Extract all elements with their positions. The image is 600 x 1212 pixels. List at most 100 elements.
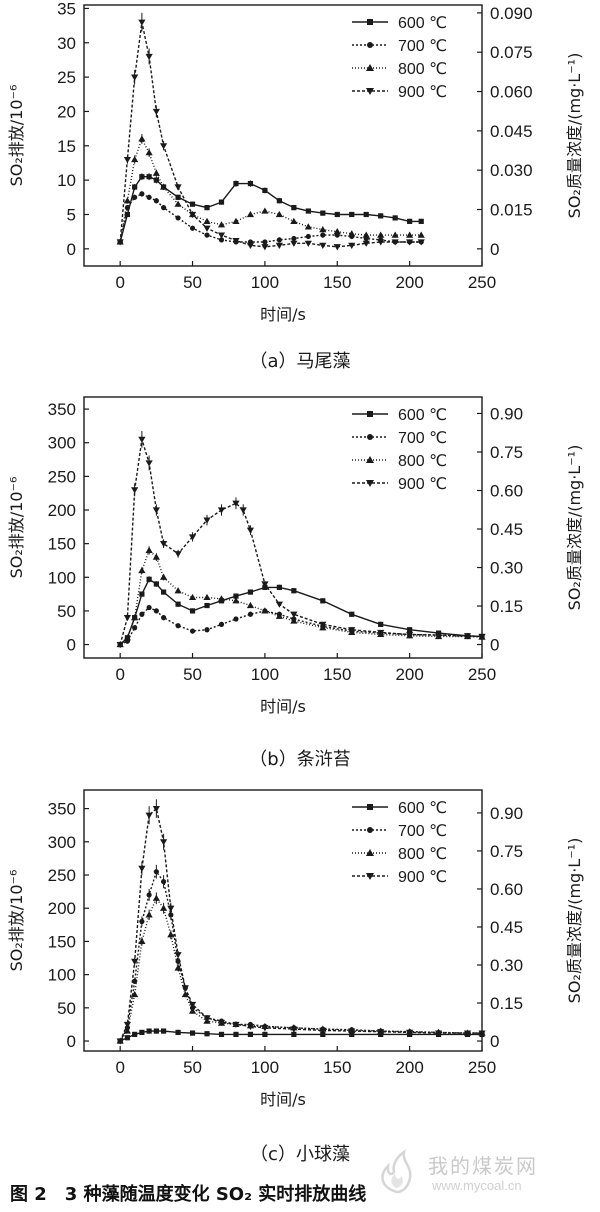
data-point — [218, 1031, 225, 1037]
chart-a-svg: 0 50 100 150 200 250 0 5 10 15 20 25 30 35 0 0.015 0.030… — [7, 0, 584, 324]
legend-label: 600 ℃ — [398, 407, 447, 424]
data-point — [145, 53, 153, 61]
legend-label: 600 ℃ — [398, 15, 447, 32]
x-axis-label: 时间/s — [260, 305, 306, 324]
legend-marker — [366, 849, 374, 856]
data-point — [152, 553, 160, 560]
data-point — [348, 242, 356, 249]
data-point — [217, 1019, 226, 1027]
data-point — [275, 601, 283, 608]
data-point — [145, 460, 153, 467]
series-3 — [116, 12, 425, 251]
legend-marker — [366, 64, 374, 71]
series-3 — [116, 799, 486, 1045]
y-tick-label: 0 — [67, 636, 76, 655]
data-point — [247, 589, 254, 595]
chart-panel-c: 0 50 100 150 200 250 0 50 100 150 200 250 300 350 0 0.1… — [0, 785, 600, 1165]
y-tick-label: 200 — [48, 501, 76, 520]
data-point — [189, 225, 196, 231]
data-point — [333, 244, 341, 251]
x-tick-label: 150 — [323, 665, 351, 684]
x-tick-label: 200 — [395, 273, 423, 292]
data-point — [218, 199, 225, 205]
data-point — [406, 631, 414, 639]
data-point — [319, 242, 327, 249]
data-point — [175, 194, 181, 200]
legend-marker — [367, 804, 373, 810]
watermark-url: www.mycoal.cn — [432, 1178, 522, 1193]
data-point — [123, 1021, 132, 1029]
data-point — [175, 623, 181, 629]
y-axis-label: SO₂排放/10⁻⁶ — [7, 477, 26, 579]
y-tick-label: 25 — [57, 68, 76, 87]
data-point — [138, 937, 146, 945]
legend-marker — [367, 434, 373, 440]
data-point — [262, 239, 268, 245]
x-tick-label: 50 — [183, 273, 202, 292]
watermark-site-name: 我的煤炭网 — [428, 1154, 538, 1178]
data-point — [189, 201, 196, 207]
data-point — [131, 990, 139, 998]
x-tick-label: 200 — [395, 665, 423, 684]
data-point — [463, 1030, 472, 1037]
y2-tick-label: 0.75 — [490, 443, 523, 462]
legend-label: 700 ℃ — [398, 430, 447, 447]
series-line — [119, 549, 483, 646]
data-point — [217, 221, 226, 228]
data-point — [391, 239, 399, 246]
legend-marker — [367, 827, 373, 833]
x-tick-label: 50 — [183, 665, 202, 684]
data-point — [232, 1021, 240, 1029]
y2-tick-label: 0.60 — [490, 481, 523, 500]
data-point — [174, 964, 182, 971]
data-point — [153, 608, 159, 614]
series-line — [119, 137, 422, 243]
data-point — [218, 237, 225, 243]
data-point — [152, 169, 160, 176]
data-point — [116, 1038, 124, 1045]
data-point — [362, 240, 370, 247]
y-tick-label: 35 — [57, 0, 76, 18]
data-point — [189, 628, 196, 634]
x-tick-label: 100 — [251, 665, 279, 684]
plot-frame — [83, 4, 483, 267]
data-point — [247, 180, 254, 187]
series-line — [119, 22, 422, 248]
data-point — [132, 194, 138, 200]
data-point — [146, 174, 152, 180]
data-point — [262, 187, 268, 194]
data-point — [291, 588, 297, 594]
data-point — [138, 436, 146, 443]
data-point — [139, 1029, 145, 1036]
data-point — [146, 1028, 152, 1034]
data-point — [291, 205, 297, 211]
data-point — [291, 1031, 297, 1037]
data-point — [363, 211, 369, 218]
y-tick-label: 30 — [57, 34, 76, 53]
data-point — [146, 194, 152, 200]
data-point — [434, 632, 443, 639]
data-point — [131, 487, 139, 494]
data-point — [378, 621, 384, 627]
y2-tick-label: 0.45 — [490, 918, 523, 937]
x-axis-label: 时间/s — [260, 697, 306, 716]
x-tick-label: 0 — [115, 665, 124, 684]
data-point — [417, 231, 425, 238]
data-point — [246, 1023, 255, 1031]
data-point — [153, 1028, 159, 1034]
series-0 — [117, 1028, 485, 1044]
data-point — [233, 593, 239, 599]
data-point — [232, 597, 240, 604]
data-point — [160, 904, 168, 911]
data-point — [116, 239, 124, 246]
y2-tick-label: 0.015 — [490, 201, 533, 220]
data-point — [204, 205, 210, 211]
data-point — [138, 865, 146, 872]
data-point — [160, 183, 168, 190]
data-point — [261, 244, 269, 251]
y-tick-label: 250 — [48, 467, 76, 486]
data-point — [305, 233, 311, 240]
y2-tick-label: 0.045 — [490, 122, 533, 141]
data-point — [304, 240, 312, 247]
x-tick-label: 150 — [323, 273, 351, 292]
